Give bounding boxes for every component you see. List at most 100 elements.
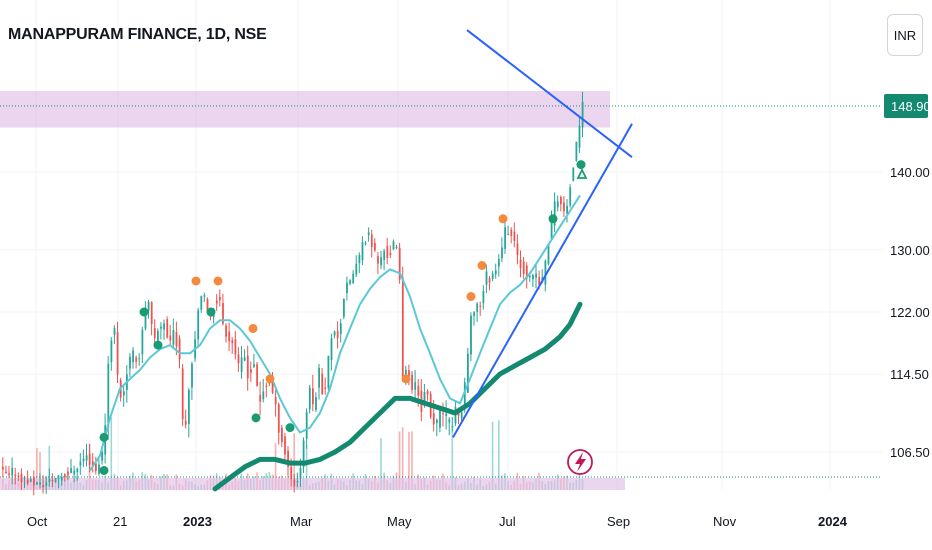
- time-tick-label: Sep: [607, 514, 630, 529]
- chart-grid: [0, 0, 882, 490]
- price-tick-label: 106.50: [890, 445, 930, 460]
- candle-body: [411, 374, 413, 390]
- candle-body: [110, 340, 113, 363]
- candle-body: [380, 257, 382, 266]
- candle-body: [501, 247, 503, 259]
- candle-body: [150, 301, 153, 325]
- alert-markers[interactable]: [567, 449, 593, 475]
- candle-body: [522, 261, 525, 274]
- candle-body: [498, 259, 500, 267]
- candle-body: [178, 338, 181, 360]
- volume-bar: [110, 416, 113, 490]
- candle-body: [197, 310, 200, 340]
- candle-body: [327, 355, 330, 388]
- price-axis[interactable]: 140.00 130.00 122.00 114.50 106.50 148.90: [884, 94, 931, 460]
- candle-body: [299, 468, 302, 479]
- trendlines[interactable]: [452, 29, 633, 438]
- candle-body: [395, 247, 398, 249]
- candle-body: [42, 485, 45, 488]
- volume-bar: [39, 452, 41, 490]
- candle-body: [401, 277, 404, 378]
- candle-body: [494, 270, 497, 275]
- candle-body: [33, 477, 35, 486]
- candle-body: [398, 247, 401, 280]
- candle-body: [482, 290, 485, 304]
- candle-body: [470, 315, 472, 355]
- candle-body: [51, 479, 54, 482]
- buy-signal-marker: [251, 413, 261, 423]
- candle-body: [439, 407, 441, 428]
- resistance-zone: [0, 90, 610, 128]
- candle-body: [581, 101, 584, 128]
- candle-body: [116, 331, 119, 375]
- candle-body: [8, 473, 10, 475]
- volume-bar: [401, 427, 404, 490]
- candle-body: [513, 231, 516, 241]
- candle-body: [389, 252, 392, 256]
- candle-body: [330, 338, 333, 360]
- candle-body: [219, 296, 221, 301]
- time-axis[interactable]: Oct 21 2023 Mar May Jul Sep Nov 2024: [27, 514, 848, 529]
- volume-bar: [48, 445, 51, 490]
- volume-bar: [491, 421, 494, 490]
- candle-body: [451, 425, 454, 428]
- buy-signal-marker: [206, 307, 216, 317]
- candle-body: [563, 202, 565, 212]
- support-zone: [0, 478, 625, 490]
- candle-body: [132, 350, 134, 363]
- candle-body: [358, 254, 361, 264]
- sell-signal-marker: [265, 374, 275, 384]
- volume-bar: [408, 431, 410, 490]
- candle-body: [355, 263, 358, 275]
- candle-body: [76, 468, 79, 473]
- candle-body: [203, 295, 206, 297]
- sell-signal-marker: [498, 214, 508, 224]
- candle-body: [39, 482, 41, 485]
- candle-body: [544, 260, 547, 285]
- candle-body: [370, 234, 373, 248]
- price-tick-label: 122.00: [890, 305, 930, 320]
- candle-body: [166, 319, 169, 338]
- buy-signal-marker: [285, 423, 295, 433]
- candle-body: [70, 468, 72, 473]
- price-tick-label: 130.00: [890, 243, 930, 258]
- candle-body: [525, 265, 528, 279]
- zones: [0, 90, 882, 490]
- candle-body: [346, 282, 348, 294]
- candle-body: [147, 301, 150, 311]
- currency-button[interactable]: INR: [887, 14, 923, 56]
- candle-body: [246, 355, 249, 379]
- buy-signal-marker: [139, 307, 149, 317]
- candle-body: [432, 413, 435, 425]
- candle-body: [423, 391, 426, 403]
- candle-body: [45, 482, 48, 486]
- candle-body: [175, 331, 178, 347]
- candle-body: [349, 280, 351, 284]
- sell-signal-marker: [466, 292, 476, 301]
- candle-body: [141, 329, 144, 355]
- flash-alert-icon[interactable]: [567, 449, 593, 475]
- candle-body: [572, 167, 575, 181]
- chart-title: MANAPPURAM FINANCE, 1D, NSE: [8, 26, 267, 43]
- candle-body: [48, 478, 51, 482]
- buy-signal-marker: [153, 340, 163, 350]
- volume-bar: [451, 428, 454, 490]
- candle-body: [287, 450, 289, 467]
- candle-body: [473, 312, 475, 316]
- candle-body: [237, 354, 240, 364]
- volume-bar: [274, 442, 277, 490]
- candle-body: [516, 243, 519, 256]
- buy-signal-marker: [548, 214, 558, 224]
- time-tick-label: Oct: [27, 514, 48, 529]
- fast-moving-average: [89, 194, 581, 472]
- candle-body: [250, 369, 252, 373]
- candle-body: [377, 256, 379, 264]
- candle-body: [163, 323, 165, 330]
- candle-body: [85, 455, 88, 461]
- price-tick-label: 140.00: [890, 165, 930, 180]
- candle-body: [29, 479, 32, 482]
- volume-bar: [498, 420, 500, 490]
- candle-body: [253, 364, 255, 367]
- triangle-signal-icon: [576, 167, 588, 179]
